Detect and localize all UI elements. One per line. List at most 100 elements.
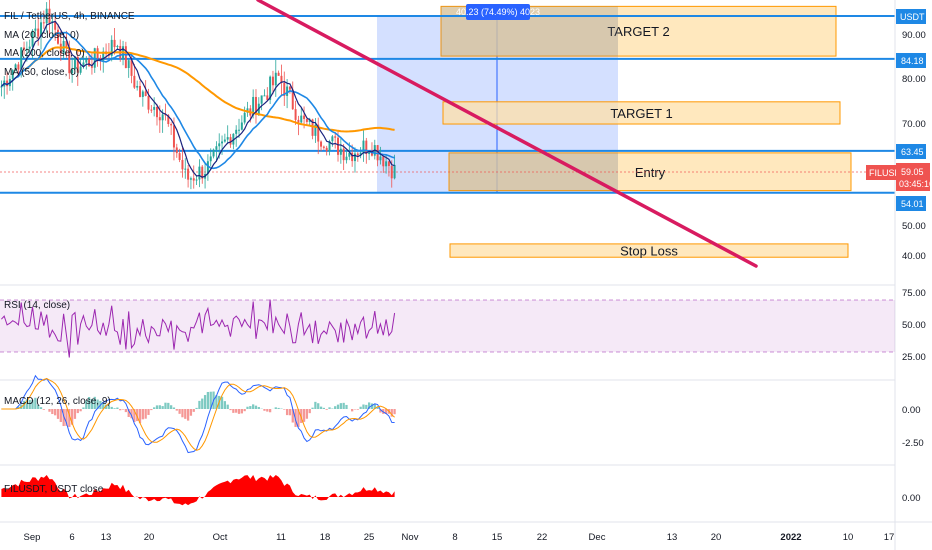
macd-histogram-bar [31, 399, 34, 409]
candle-body [303, 115, 306, 119]
macd-histogram-bar [73, 409, 77, 419]
y-tick-70: 70.00 [902, 119, 926, 130]
macd-histogram-bar [59, 409, 62, 423]
candle-body [348, 152, 351, 157]
macd-histogram-bar [322, 407, 326, 409]
bottom-indicator-pane[interactable]: FILUSDT, USDT close 0.00 [0, 464, 921, 506]
y-tick-40: 40.00 [902, 251, 926, 262]
price-pane[interactable]: TARGET 2 TARGET 1 Entry Stop Loss 40.23 (74… [0, 0, 895, 268]
candle-body [178, 153, 181, 160]
macd-histogram-bar [42, 409, 45, 410]
macd-histogram-bar [201, 398, 204, 409]
candle-body [271, 76, 274, 86]
candle-body [311, 119, 314, 136]
x-tick-label: 13 [101, 532, 112, 543]
ma20-line [0, 20, 395, 178]
macd-histogram-bar [184, 409, 187, 419]
macd-histogram-bar [356, 409, 359, 410]
rsi-tick-25: 25.00 [902, 352, 926, 363]
x-tick-label: 22 [537, 532, 548, 543]
macd-histogram-bar [48, 409, 51, 412]
candle-body [181, 159, 184, 170]
macd-histogram-bar [153, 407, 156, 409]
candle-body [325, 147, 328, 152]
macd-histogram-bar [365, 404, 368, 409]
candle-body [390, 166, 393, 179]
candle-body [175, 147, 178, 154]
candle-body [161, 114, 164, 121]
macd-histogram-bar [243, 409, 246, 412]
macd-histogram-bar [87, 397, 91, 409]
candle-body [229, 137, 232, 145]
candle-body [353, 153, 356, 162]
macd-histogram-bar [181, 409, 184, 418]
macd-histogram-bar [305, 409, 309, 419]
zone-stop-loss[interactable] [449, 243, 849, 258]
rsi-label: RSI (14, close) [4, 300, 70, 311]
candle-body [297, 119, 300, 123]
x-tick-label: 6 [69, 532, 74, 543]
macd-histogram-bar [70, 409, 74, 425]
candle-body [331, 136, 334, 142]
macd-histogram-bar [62, 409, 65, 427]
x-tick-label: 20 [711, 532, 722, 543]
macd-histogram-bar [203, 395, 207, 409]
macd-histogram-bar [373, 404, 376, 409]
macd-pane[interactable]: MACD (12, 26, close, 9) 0.00 -2.50 [0, 374, 924, 454]
macd-histogram-bar [220, 396, 224, 409]
zone-label-entry: Entry [635, 165, 666, 180]
macd-histogram-bar [370, 403, 374, 409]
price-axis[interactable]: 90.00 80.00 70.00 50.00 40.00 USDT 84.18… [866, 0, 932, 550]
svg-text:84.18: 84.18 [901, 56, 924, 66]
candle-body [240, 122, 243, 130]
time-axis[interactable]: Sep 6 13 20 Oct 11 18 25 Nov 8 15 22 Dec 13 20 2022 10 17 [0, 521, 932, 543]
current-price-tag [896, 163, 930, 191]
svg-text:63.45: 63.45 [901, 147, 924, 157]
candle-body [385, 161, 388, 167]
candle-body [351, 152, 354, 162]
macd-histogram-bar [189, 409, 193, 416]
macd-histogram-bar [76, 409, 79, 414]
candle-body [71, 69, 74, 74]
candle-body [206, 161, 209, 174]
symbol-title: FIL / TetherUS, 4h, BINANCE [4, 11, 135, 22]
macd-histogram-bar [119, 409, 122, 411]
macd-histogram-bar [223, 401, 227, 409]
candle-body [243, 112, 246, 123]
bottom-tick-0: 0.00 [902, 493, 921, 504]
candle-body [294, 109, 297, 120]
ma50-line [0, 31, 395, 170]
macd-histogram-bar [90, 398, 94, 409]
y-tick-50: 50.00 [902, 221, 926, 232]
trend-line[interactable] [256, 0, 758, 268]
zone-label-target-1: TARGET 1 [610, 106, 672, 121]
red-area [1, 475, 395, 506]
macd-histogram-bar [102, 401, 105, 409]
macd-histogram-bar [17, 406, 20, 409]
macd-histogram-bar [158, 405, 161, 409]
candle-body [184, 168, 187, 170]
x-tick-label: 25 [364, 532, 375, 543]
bottom-label: FILUSDT, USDT close [4, 484, 104, 495]
macd-histogram-bar [254, 405, 258, 409]
macd-histogram-bar [161, 406, 164, 409]
macd-histogram-bar [113, 408, 116, 409]
rsi-band [0, 300, 895, 352]
candle-body [305, 118, 308, 122]
zone-target-2[interactable] [440, 5, 837, 57]
rsi-pane[interactable]: RSI (14, close) 75.00 50.00 25.00 [0, 284, 926, 363]
candle-body [20, 47, 23, 70]
svg-text:FILUSDT: FILUSDT [869, 168, 907, 178]
macd-histogram-bar [328, 407, 331, 409]
level-tag-84 [896, 53, 926, 68]
zone-target-1[interactable] [442, 101, 841, 125]
candle-body [238, 129, 241, 131]
level-tag-usdt [896, 9, 926, 24]
candle-body [226, 137, 229, 140]
candle-body [342, 148, 345, 161]
macd-histogram-bar [308, 409, 311, 414]
candle-body [136, 85, 139, 88]
candle-body [6, 80, 9, 87]
macd-histogram-bar [339, 403, 342, 409]
